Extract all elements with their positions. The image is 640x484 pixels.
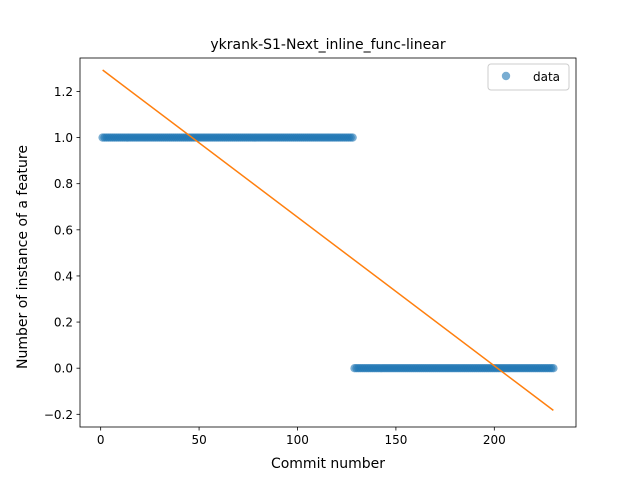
y-tick-label: 0.0 bbox=[54, 362, 73, 376]
x-tick-label: 150 bbox=[384, 433, 407, 447]
y-axis-label: Number of instance of a feature bbox=[15, 145, 31, 369]
y-tick-label: 0.2 bbox=[54, 316, 73, 330]
x-tick-label: 100 bbox=[286, 433, 309, 447]
x-tick-label: 50 bbox=[191, 433, 206, 447]
x-tick-label: 200 bbox=[483, 433, 506, 447]
chart-title: ykrank-S1-Next_inline_func-linear bbox=[210, 37, 446, 53]
plot-area: 0 50 100 150 200 −0.2 0.0 0.2 0.4 0.6 0.8 1.0 1.2 bbox=[44, 57, 577, 447]
y-tick-label: 0.6 bbox=[54, 223, 73, 237]
legend-frame bbox=[487, 63, 570, 91]
y-tick-label: 1.2 bbox=[54, 85, 73, 99]
y-tick-label: 0.4 bbox=[54, 269, 73, 283]
y-tick-label: 0.8 bbox=[54, 177, 73, 191]
linear-fit-line bbox=[102, 69, 554, 411]
x-axis-label: Commit number bbox=[271, 456, 385, 472]
legend-marker-data bbox=[501, 71, 511, 81]
axes-frame bbox=[79, 57, 577, 428]
data-point bbox=[348, 133, 357, 142]
legend: data bbox=[487, 63, 570, 91]
y-tick-label: −0.2 bbox=[44, 408, 73, 422]
data-point bbox=[549, 363, 558, 373]
legend-label-data: data bbox=[533, 70, 560, 84]
y-tick-label: 1.0 bbox=[54, 131, 73, 145]
x-tick-label: 0 bbox=[97, 433, 105, 447]
